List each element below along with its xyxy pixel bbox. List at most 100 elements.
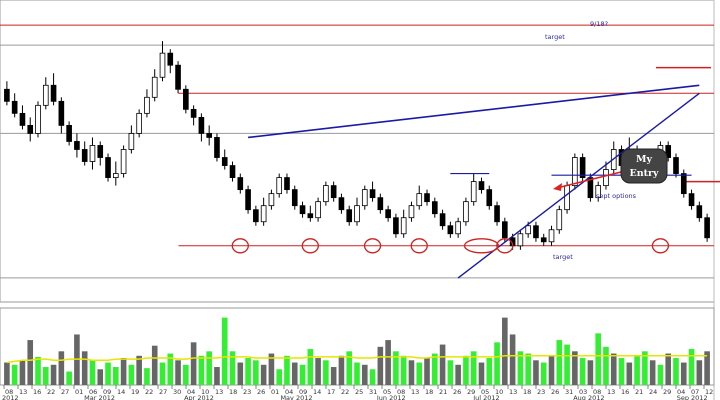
candle-body-down (66, 125, 72, 142)
month-label: Sep 2012 (677, 394, 708, 400)
volume-bar (509, 334, 516, 385)
volume-bar (572, 351, 578, 385)
x-tick-label: 29 (467, 388, 475, 396)
candle (268, 189, 275, 210)
volume-bar (665, 353, 672, 385)
candle-body-up (144, 96, 150, 114)
volume-bar (361, 364, 368, 385)
candle-body-down (346, 209, 353, 223)
volume-bar (494, 342, 500, 385)
candle-body-up (564, 185, 570, 211)
volume-bar (50, 364, 57, 385)
candle (346, 205, 353, 226)
candle (424, 189, 430, 206)
x-tick-label: 31 (369, 388, 377, 396)
x-tick-label: 07 (691, 388, 699, 396)
candle-body-down (330, 185, 337, 199)
volume-bar (564, 344, 570, 385)
volume-bar (81, 351, 88, 385)
candle-body-down (229, 165, 236, 178)
candle (136, 109, 142, 138)
candle (478, 177, 485, 194)
candle-body-up (556, 209, 563, 231)
candle (696, 201, 703, 222)
volume-bar (323, 360, 329, 385)
candle (198, 113, 205, 142)
candle (579, 153, 586, 182)
support-circle (363, 238, 382, 254)
volume-bar (649, 360, 656, 385)
candle (214, 133, 220, 162)
candle (183, 85, 189, 114)
volume-bar (4, 362, 10, 385)
support-circle (301, 238, 319, 254)
candle-body-up (400, 217, 407, 235)
candle-body-down (105, 157, 111, 178)
candle (688, 189, 695, 210)
month-label: Mar 2012 (84, 394, 115, 400)
volume-bar (385, 340, 391, 385)
x-tick-label: 22 (145, 388, 153, 396)
volume-bar (408, 360, 415, 385)
candle-body-down (81, 149, 88, 162)
candle (455, 217, 461, 238)
month-label: 2012 (2, 394, 19, 400)
candle (105, 153, 111, 182)
candle-body-down (175, 64, 181, 90)
candle (128, 125, 135, 154)
candle-body-down (680, 173, 687, 195)
candle (245, 185, 251, 214)
candle (27, 117, 34, 142)
volume-bar (136, 355, 142, 385)
candle-body-down (377, 197, 384, 211)
candle-body-up (136, 112, 142, 134)
x-tick-label: 18 (229, 388, 237, 396)
volume-bar (478, 362, 485, 385)
candle-body-down (206, 133, 212, 138)
volume-bar (206, 351, 212, 385)
candle (673, 153, 679, 178)
candle-body-up (276, 177, 283, 195)
candle (595, 181, 601, 202)
volume-bar (424, 358, 430, 385)
month-label: Aug 2012 (573, 394, 604, 400)
volume-bar (338, 355, 345, 385)
candle-body-up (113, 173, 119, 178)
candle-body-up (35, 104, 41, 134)
x-tick-label: 18 (425, 388, 433, 396)
candle-body-down (579, 157, 586, 178)
candle (167, 49, 174, 74)
volume-bar (105, 362, 111, 385)
volume-bar (377, 346, 384, 385)
x-tick-label: 04 (285, 388, 293, 396)
candle-body-down (198, 116, 205, 134)
candle (439, 209, 446, 230)
candle (151, 69, 158, 102)
support-circle (410, 238, 428, 254)
volume-bar (260, 364, 267, 385)
candle (42, 77, 49, 110)
x-tick-label: 21 (635, 388, 643, 396)
candle-body-down (502, 221, 508, 239)
my-entry-callout: My Entry (620, 148, 668, 184)
sept-options-label: sept options (596, 192, 637, 200)
volume-bar (548, 355, 555, 385)
volume-bar (27, 340, 34, 385)
candle (4, 81, 10, 106)
candle-body-down (540, 237, 547, 243)
candle (704, 213, 710, 242)
x-tick-label: 31 (565, 388, 573, 396)
volume-bar (89, 360, 96, 385)
volume-bar (618, 358, 625, 385)
candle (494, 201, 500, 226)
x-tick-label: 13 (215, 388, 223, 396)
candle (307, 205, 314, 222)
volume-bar (540, 362, 547, 385)
volume-bar (704, 351, 710, 385)
volume-bar (680, 362, 687, 385)
candle (400, 209, 407, 238)
candle-body-up (89, 145, 96, 162)
x-tick-label: 09 (103, 388, 111, 396)
candle-body-down (167, 52, 174, 66)
